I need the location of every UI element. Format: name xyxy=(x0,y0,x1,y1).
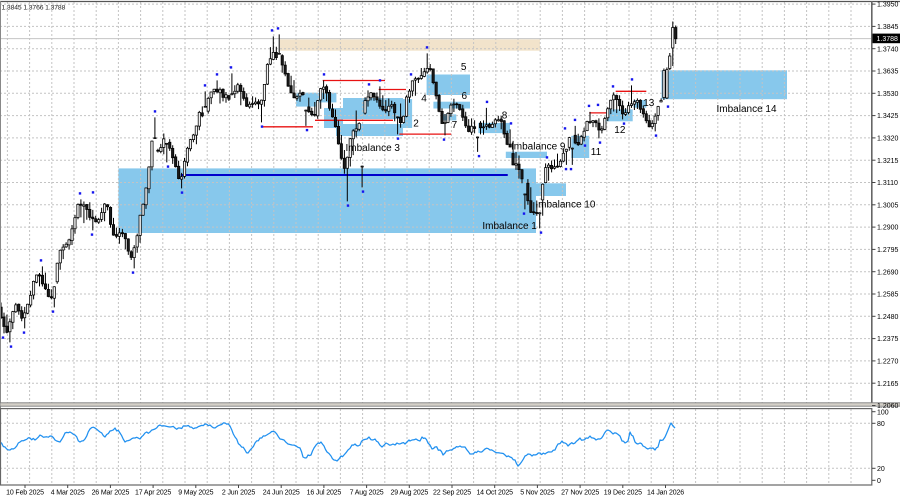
svg-text:24 Jun 2025: 24 Jun 2025 xyxy=(263,490,300,497)
svg-text:7 Aug 2025: 7 Aug 2025 xyxy=(350,490,384,497)
svg-text:Imbalance 9: Imbalance 9 xyxy=(511,141,566,152)
svg-text:100: 100 xyxy=(877,409,889,416)
svg-text:12: 12 xyxy=(614,125,626,136)
svg-text:5: 5 xyxy=(461,62,467,73)
svg-text:1.2585: 1.2585 xyxy=(877,292,899,299)
svg-text:80: 80 xyxy=(877,421,885,428)
svg-text:6: 6 xyxy=(462,91,468,102)
svg-text:4 Mar 2025: 4 Mar 2025 xyxy=(51,490,85,497)
svg-text:22 Sep 2025: 22 Sep 2025 xyxy=(433,490,471,497)
svg-text:8: 8 xyxy=(502,111,508,122)
svg-text:1.2060: 1.2060 xyxy=(877,403,899,410)
svg-text:20: 20 xyxy=(877,466,885,473)
svg-text:11: 11 xyxy=(591,147,602,158)
svg-text:26 Mar 2025: 26 Mar 2025 xyxy=(92,490,130,497)
svg-text:Imbalance 3: Imbalance 3 xyxy=(346,143,401,154)
svg-text:1.3635: 1.3635 xyxy=(877,69,899,76)
svg-text:5 Nov 2025: 5 Nov 2025 xyxy=(520,490,555,497)
svg-text:29 Aug 2025: 29 Aug 2025 xyxy=(390,490,428,497)
svg-text:Imbalance 10: Imbalance 10 xyxy=(535,199,595,210)
svg-text:1.2795: 1.2795 xyxy=(877,247,899,254)
svg-text:1.3320: 1.3320 xyxy=(877,136,899,143)
svg-text:9 May 2025: 9 May 2025 xyxy=(178,490,213,497)
svg-text:1.3215: 1.3215 xyxy=(877,158,899,165)
svg-text:10 Feb 2025: 10 Feb 2025 xyxy=(6,490,44,497)
svg-text:2: 2 xyxy=(413,118,419,129)
svg-text:Imbalance 14: Imbalance 14 xyxy=(717,104,777,115)
svg-text:14 Oct 2025: 14 Oct 2025 xyxy=(476,490,513,497)
svg-text:13: 13 xyxy=(643,98,655,109)
svg-text:14 Jan 2026: 14 Jan 2026 xyxy=(647,490,684,497)
svg-text:1.2480: 1.2480 xyxy=(877,314,899,321)
svg-text:1.2270: 1.2270 xyxy=(877,359,899,366)
svg-text:1.2900: 1.2900 xyxy=(877,225,899,232)
svg-text:4: 4 xyxy=(421,94,427,105)
svg-text:0: 0 xyxy=(877,478,881,485)
svg-text:Imbalance 1: Imbalance 1 xyxy=(482,221,537,232)
svg-text:1.3950: 1.3950 xyxy=(877,2,899,9)
svg-text:19 Dec 2025: 19 Dec 2025 xyxy=(604,490,642,497)
svg-text:1.3530: 1.3530 xyxy=(877,91,899,98)
svg-text:1.3425: 1.3425 xyxy=(877,113,899,120)
svg-text:1.2375: 1.2375 xyxy=(877,336,899,343)
svg-text:1.3788: 1.3788 xyxy=(877,36,899,43)
svg-text:7: 7 xyxy=(452,120,458,131)
svg-text:1.3110: 1.3110 xyxy=(877,180,898,187)
svg-text:1.2165: 1.2165 xyxy=(877,381,899,388)
svg-text:1.2690: 1.2690 xyxy=(877,269,899,276)
svg-text:17 Apr 2025: 17 Apr 2025 xyxy=(135,490,171,497)
svg-text:1.3845: 1.3845 xyxy=(877,24,899,31)
svg-text:1.3740: 1.3740 xyxy=(877,46,899,53)
svg-text:27 Nov 2025: 27 Nov 2025 xyxy=(561,490,599,497)
svg-text:2 Jun 2025: 2 Jun 2025 xyxy=(222,490,255,497)
svg-text:1.3005: 1.3005 xyxy=(877,202,899,209)
svg-text:16 Jul 2025: 16 Jul 2025 xyxy=(307,490,342,497)
svg-text:1.3845 1.3766 1.3788: 1.3845 1.3766 1.3788 xyxy=(2,5,66,12)
